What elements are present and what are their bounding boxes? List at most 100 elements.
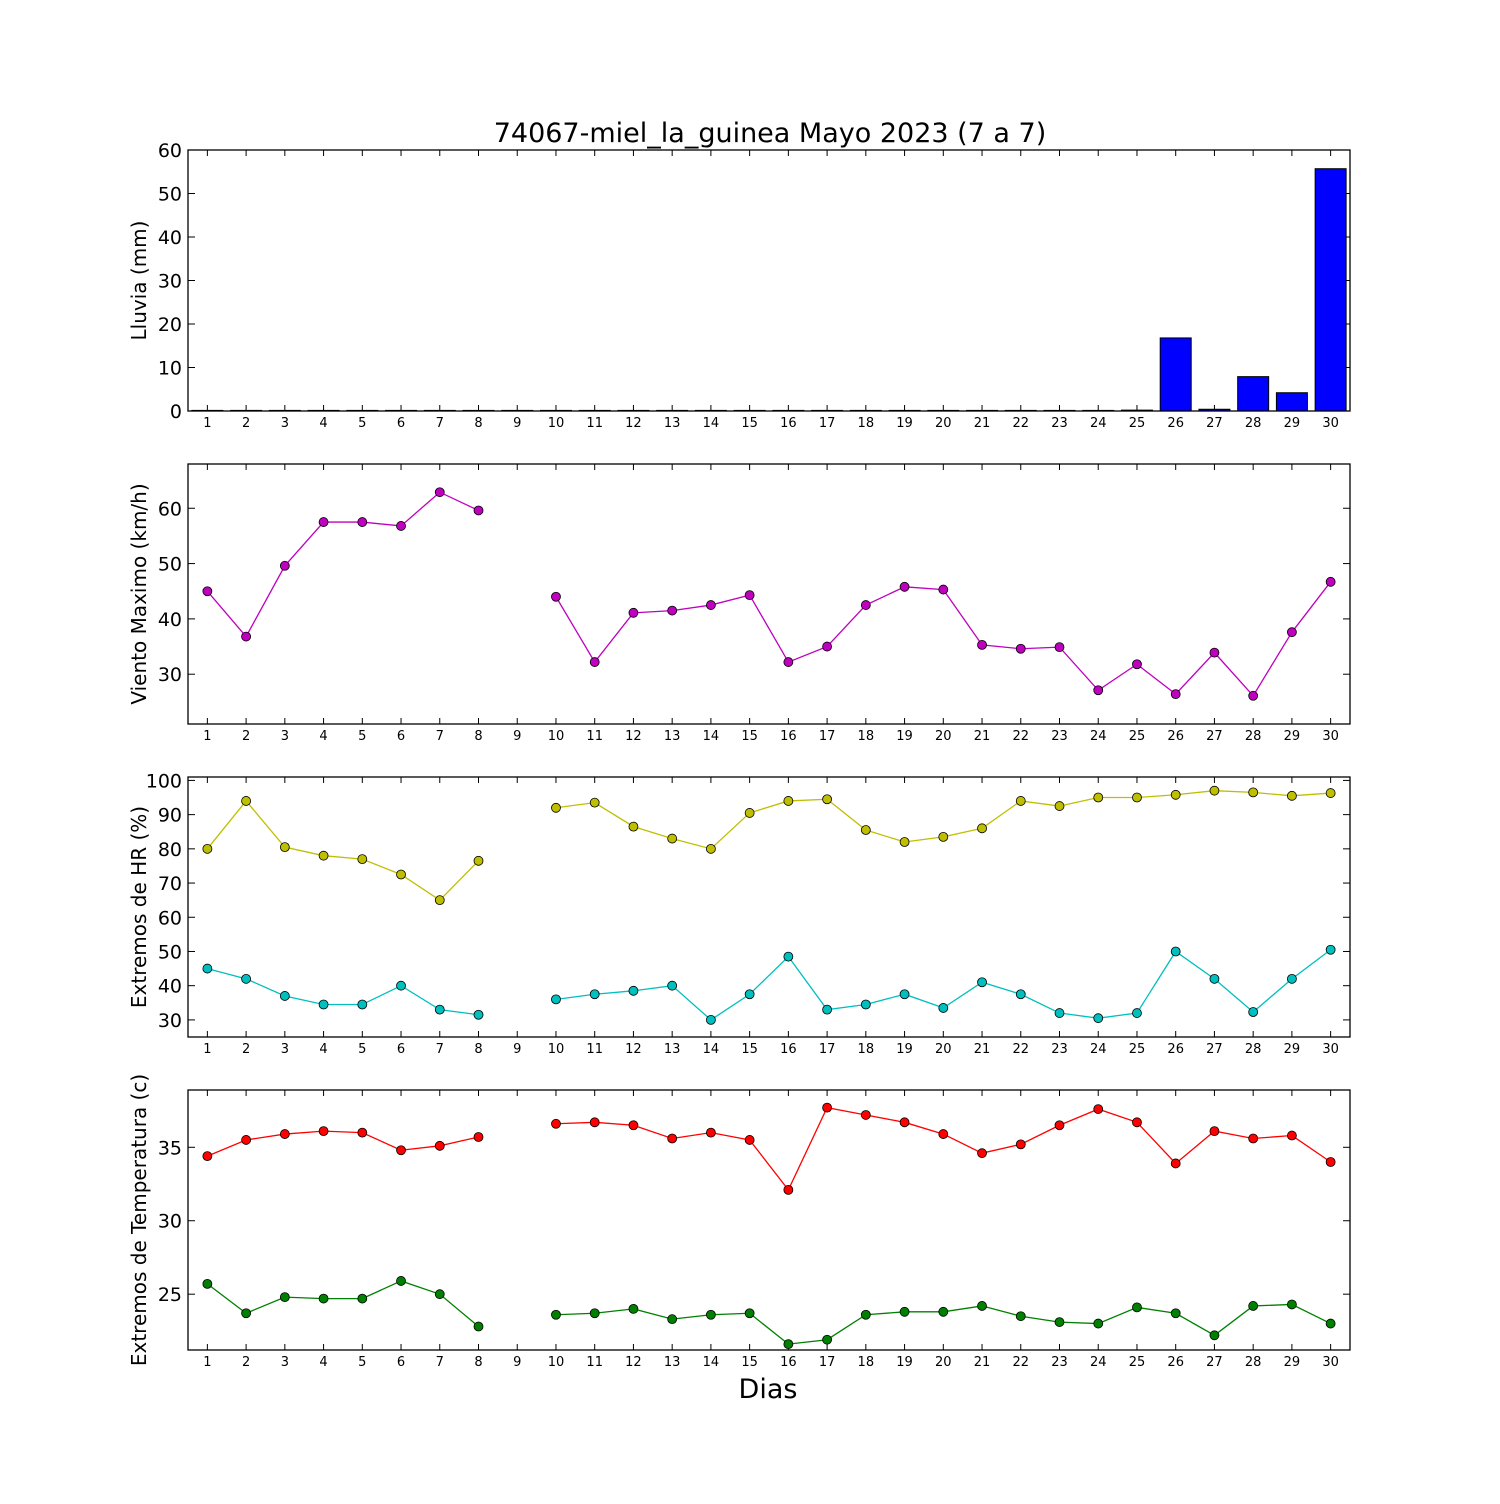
x-tick-label: 2 <box>242 729 250 744</box>
x-tick-label: 3 <box>281 1355 289 1370</box>
data-point <box>1248 1133 1259 1144</box>
data-point <box>938 584 949 595</box>
y-axis-label: Extremos de HR (%) <box>127 806 151 1008</box>
data-point <box>1325 576 1336 587</box>
data-point <box>396 980 406 991</box>
x-tick-label: 28 <box>1245 1042 1262 1057</box>
x-tick-label: 3 <box>281 416 289 431</box>
x-tick-label: 29 <box>1284 1355 1301 1370</box>
data-point <box>318 999 329 1010</box>
data-point <box>1132 1008 1142 1018</box>
data-point <box>860 1110 871 1120</box>
data-point <box>822 1004 832 1015</box>
x-tick-label: 12 <box>625 1355 642 1370</box>
data-point <box>589 657 600 667</box>
data-point <box>1132 659 1142 670</box>
data-point <box>667 833 678 844</box>
data-point <box>589 1117 600 1128</box>
data-point <box>318 1293 329 1304</box>
data-point <box>551 591 561 602</box>
data-point <box>667 980 678 991</box>
y-axis-label: Extremos de Temperatura (c) <box>127 1074 151 1366</box>
y-tick-label: 20 <box>158 314 182 336</box>
data-point <box>434 487 445 498</box>
data-point <box>628 607 639 618</box>
data-point <box>1093 1013 1104 1024</box>
data-point <box>1015 643 1026 654</box>
x-axis-label: Dias <box>739 1374 798 1405</box>
x-tick-label: 16 <box>780 1355 797 1370</box>
x-tick-label: 5 <box>358 729 366 744</box>
data-point <box>241 796 252 806</box>
data-point <box>822 794 832 805</box>
data-point <box>744 1135 755 1145</box>
data-point <box>744 590 755 601</box>
data-point <box>938 1306 949 1317</box>
x-tick-label: 5 <box>358 1355 366 1370</box>
series-line <box>206 491 479 638</box>
x-tick-label: 8 <box>474 1355 482 1370</box>
data-point <box>783 657 794 667</box>
y-tick-label: 10 <box>158 358 182 380</box>
series-line <box>555 581 1332 697</box>
x-tick-label: 19 <box>896 729 913 744</box>
data-point <box>1093 1104 1104 1114</box>
x-tick-label: 23 <box>1051 729 1068 744</box>
x-tick-label: 4 <box>319 1355 327 1370</box>
data-point <box>860 600 871 610</box>
x-tick-label: 26 <box>1167 729 1184 744</box>
data-point <box>473 505 484 516</box>
data-point <box>318 1126 329 1137</box>
x-tick-label: 15 <box>741 1355 758 1370</box>
data-point <box>667 1314 678 1325</box>
x-tick-label: 9 <box>513 729 521 744</box>
data-point <box>1325 1318 1336 1329</box>
data-point <box>1093 685 1104 696</box>
data-point <box>357 1293 368 1304</box>
data-point <box>589 1308 600 1319</box>
x-tick-label: 30 <box>1322 729 1339 744</box>
x-tick-label: 1 <box>203 1042 211 1057</box>
data-point <box>241 1308 252 1319</box>
x-tick-label: 23 <box>1051 416 1068 431</box>
bar <box>1237 376 1270 412</box>
data-point <box>1287 973 1297 984</box>
data-point <box>589 797 600 808</box>
data-point <box>1015 1139 1026 1150</box>
x-tick-label: 4 <box>319 1042 327 1057</box>
data-point <box>1170 1308 1181 1319</box>
x-tick-label: 15 <box>741 1042 758 1057</box>
y-tick-label: 50 <box>158 554 182 576</box>
x-tick-label: 14 <box>703 416 720 431</box>
data-point <box>1054 1008 1065 1018</box>
plot-frame <box>187 1089 1351 1351</box>
plot-frame <box>187 776 1351 1038</box>
x-tick-label: 9 <box>513 1042 521 1057</box>
data-point <box>434 1289 445 1300</box>
data-point <box>1093 1318 1104 1329</box>
x-tick-label: 9 <box>513 416 521 431</box>
data-point <box>744 989 755 1000</box>
data-point <box>357 1127 368 1138</box>
x-tick-label: 26 <box>1167 416 1184 431</box>
series-line <box>206 1280 479 1327</box>
x-tick-label: 25 <box>1129 1042 1146 1057</box>
data-point <box>551 802 561 813</box>
x-tick-label: 11 <box>586 416 603 431</box>
bar <box>1159 337 1192 412</box>
x-tick-label: 30 <box>1322 416 1339 431</box>
x-tick-label: 18 <box>858 1355 875 1370</box>
data-point <box>899 1117 910 1128</box>
x-tick-label: 6 <box>397 416 405 431</box>
data-point <box>241 631 252 642</box>
data-point <box>434 895 445 906</box>
data-point <box>1015 796 1026 806</box>
y-tick-label: 60 <box>158 907 182 929</box>
x-tick-label: 21 <box>974 1355 991 1370</box>
x-tick-label: 29 <box>1284 416 1301 431</box>
data-point <box>1325 1157 1336 1167</box>
x-tick-label: 26 <box>1167 1042 1184 1057</box>
x-tick-label: 24 <box>1090 1042 1107 1057</box>
x-tick-label: 14 <box>703 1042 720 1057</box>
